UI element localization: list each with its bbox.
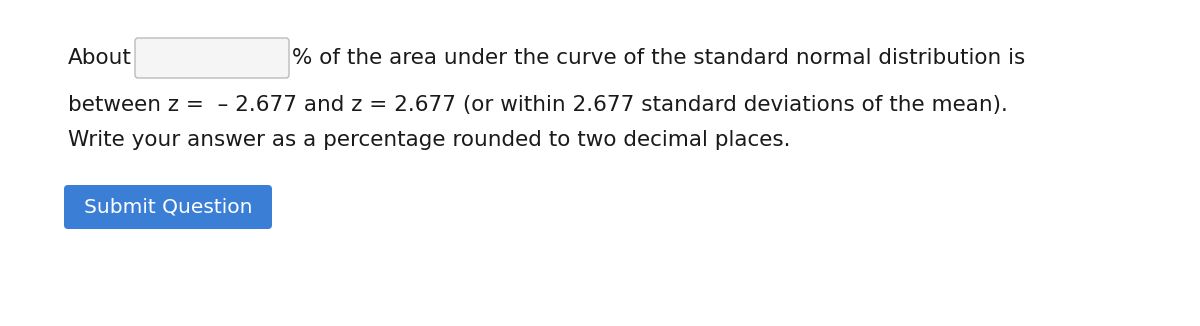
Text: Submit Question: Submit Question (84, 198, 252, 216)
FancyBboxPatch shape (64, 185, 272, 229)
Text: % of the area under the curve of the standard normal distribution is: % of the area under the curve of the sta… (292, 48, 1025, 68)
Text: About: About (68, 48, 132, 68)
Text: between z =  – 2.677 and z = 2.677 (or within 2.677 standard deviations of the m: between z = – 2.677 and z = 2.677 (or wi… (68, 95, 1008, 115)
Text: Write your answer as a percentage rounded to two decimal places.: Write your answer as a percentage rounde… (68, 130, 791, 150)
FancyBboxPatch shape (134, 38, 289, 78)
